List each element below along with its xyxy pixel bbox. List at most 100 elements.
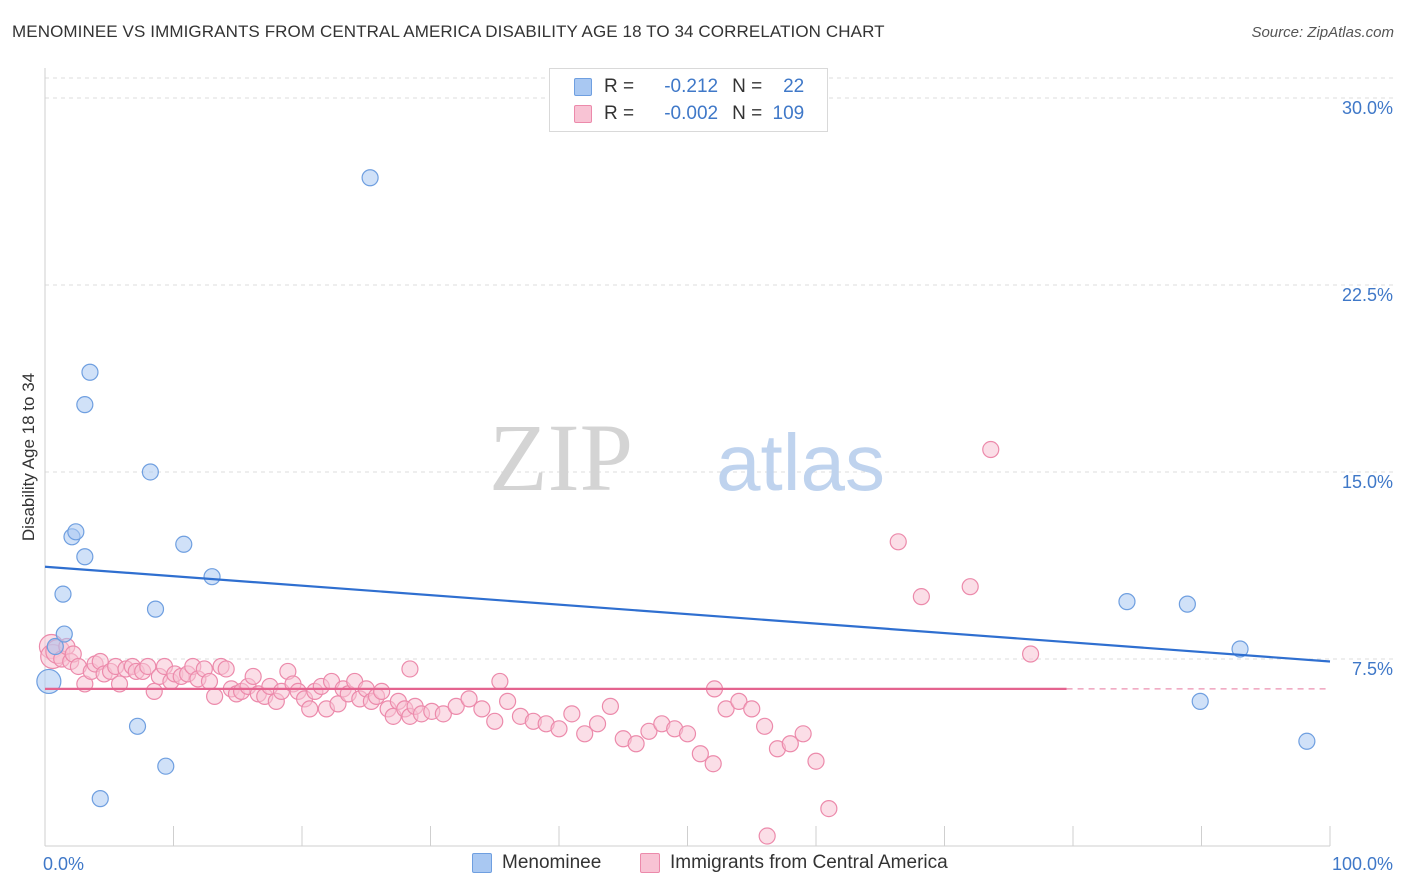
legend-r-value: -0.002 — [664, 103, 719, 124]
immigrants-point — [704, 755, 722, 773]
immigrants-point — [1021, 645, 1040, 663]
immigrants-point — [460, 690, 478, 708]
immigrants-point — [301, 700, 319, 718]
menominee-point — [203, 568, 221, 586]
menominee-point — [157, 757, 175, 775]
immigrants-point — [329, 695, 347, 713]
immigrants-point — [576, 725, 594, 743]
menominee-point — [1118, 593, 1136, 611]
immigrants-point — [982, 440, 1000, 459]
immigrants-point — [807, 752, 825, 770]
menominee-point — [1231, 640, 1249, 658]
menominee-point — [175, 535, 193, 553]
immigrants-point — [401, 660, 419, 678]
y-tick-label: 22.5% — [1342, 285, 1393, 305]
legend-r-value: -0.212 — [664, 76, 719, 97]
immigrants-point — [627, 735, 645, 753]
immigrants-point — [743, 700, 761, 718]
immigrants-point — [794, 725, 812, 743]
immigrants-point — [691, 745, 709, 763]
immigrants-point — [473, 700, 491, 718]
legend-swatch-menominee — [574, 78, 592, 96]
immigrants-point — [601, 697, 620, 715]
menominee-point — [36, 668, 62, 695]
y-tick-label: 30.0% — [1342, 98, 1393, 118]
menominee-point — [67, 523, 85, 541]
tick-labels: 7.5% 15.0% 22.5% 30.0% 0.0% 100.0% — [43, 98, 1393, 874]
grid — [45, 77, 1395, 660]
immigrants-point — [889, 533, 907, 551]
legend-n-label: N = — [732, 103, 763, 124]
menominee-point — [146, 600, 165, 618]
immigrants-point — [781, 735, 799, 753]
legend: R = -0.212 N = 22 R = -0.002 N = 109 — [549, 68, 828, 132]
menominee-point — [55, 625, 73, 643]
axes — [44, 68, 1331, 847]
watermark-atlas: atlas — [716, 418, 885, 507]
watermark: ZIP atlas — [489, 404, 885, 511]
immigrants-point — [563, 705, 581, 723]
immigrants-point — [912, 588, 930, 606]
bottom-legend-label: Immigrants from Central America — [670, 852, 948, 873]
immigrants-point — [678, 725, 697, 743]
y-tick-label: 7.5% — [1352, 659, 1393, 679]
bottom-legend-swatch-menominee — [472, 853, 492, 873]
bottom-legend-menominee[interactable]: Menominee — [472, 852, 601, 874]
menominee-point — [46, 637, 64, 656]
immigrants-point — [717, 700, 735, 718]
immigrants-point — [145, 682, 163, 701]
menominee-point — [1298, 732, 1316, 750]
bottom-legend-label: Menominee — [502, 852, 602, 873]
legend-n-value: 22 — [783, 76, 805, 97]
immigrants-point — [550, 720, 568, 738]
series-menominee-points — [36, 169, 1316, 808]
immigrants-point — [755, 717, 774, 735]
legend-swatch-immigrants — [574, 105, 592, 123]
chart-title: MENOMINEE VS IMMIGRANTS FROM CENTRAL AME… — [12, 22, 885, 41]
bottom-legend-swatch-immigrants — [640, 853, 660, 873]
legend-r-label: R = — [604, 76, 635, 97]
bottom-legend: Menominee Immigrants from Central Americ… — [0, 852, 1406, 878]
immigrants-point — [730, 692, 748, 710]
immigrants-point — [200, 672, 219, 691]
immigrants-point — [588, 715, 607, 733]
menominee-point — [361, 169, 379, 187]
legend-r-label: R = — [604, 103, 635, 124]
immigrants-point — [206, 687, 224, 705]
immigrants-point — [244, 667, 262, 686]
menominee-point — [1191, 692, 1209, 710]
menominee-trend-line — [44, 565, 1331, 663]
immigrants-point — [434, 705, 452, 723]
menominee-point — [1178, 595, 1196, 613]
menominee-point — [76, 548, 94, 566]
immigrants-point — [139, 657, 157, 676]
immigrants-point — [820, 799, 838, 818]
menominee-point — [81, 363, 99, 381]
immigrants-point — [486, 712, 504, 730]
menominee-point — [128, 717, 147, 735]
bottom-legend-immigrants[interactable]: Immigrants from Central America — [640, 852, 948, 874]
menominee-point — [91, 790, 109, 808]
y-axis-label: Disability Age 18 to 34 — [19, 373, 38, 541]
legend-row-immigrants: R = -0.002 N = 109 — [574, 102, 804, 126]
x-tick-label: 100.0% — [1332, 854, 1393, 874]
legend-n-label: N = — [732, 76, 763, 97]
x-tick-label: 0.0% — [43, 854, 84, 874]
immigrants-point — [491, 672, 509, 691]
y-tick-label: 15.0% — [1342, 472, 1393, 492]
chart-source: Source: ZipAtlas.com — [1251, 24, 1394, 41]
watermark-zip: ZIP — [489, 404, 633, 511]
immigrants-point — [640, 722, 658, 740]
trend-lines — [44, 565, 1331, 691]
immigrants-point — [447, 697, 465, 715]
immigrants-point — [499, 692, 517, 710]
immigrants-point — [217, 660, 235, 678]
immigrants-point — [961, 578, 979, 596]
menominee-point — [54, 585, 72, 603]
menominee-point — [141, 463, 159, 481]
legend-n-value: 109 — [772, 103, 805, 124]
menominee-point — [76, 396, 94, 414]
legend-row-menominee: R = -0.212 N = 22 — [574, 75, 804, 99]
series-immigrants-points — [38, 440, 1040, 845]
